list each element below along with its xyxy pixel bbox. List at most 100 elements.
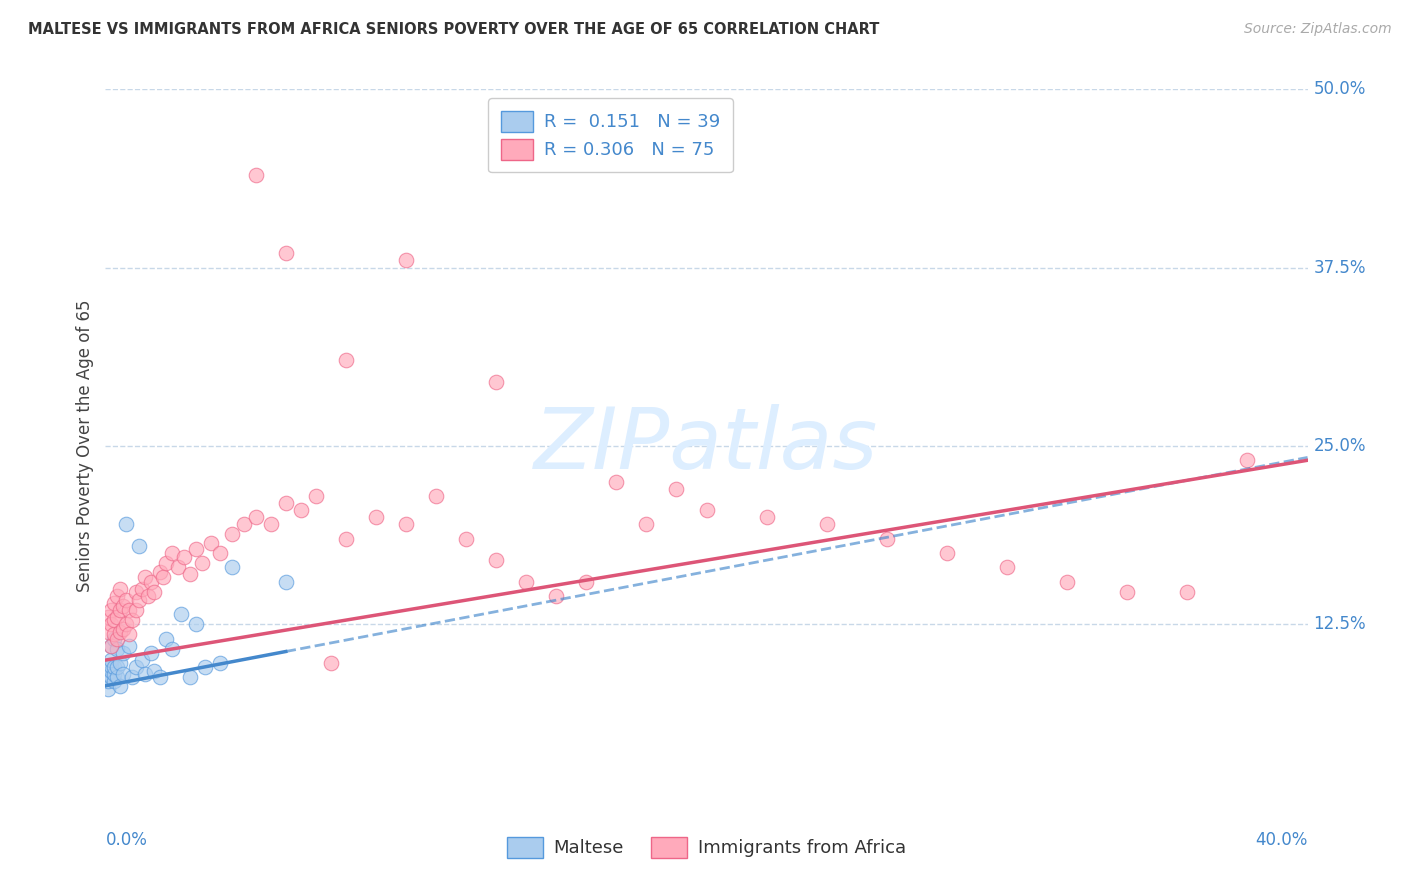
- Text: MALTESE VS IMMIGRANTS FROM AFRICA SENIORS POVERTY OVER THE AGE OF 65 CORRELATION: MALTESE VS IMMIGRANTS FROM AFRICA SENIOR…: [28, 22, 880, 37]
- Point: [100, 670, 122, 684]
- Point: [184, 541, 207, 556]
- Point: [110, 656, 132, 670]
- Point: [112, 622, 135, 636]
- Point: [124, 603, 146, 617]
- Point: [134, 570, 156, 584]
- Point: [115, 517, 138, 532]
- Point: [107, 610, 129, 624]
- Y-axis label: Seniors Poverty Over the Age of 65: Seniors Poverty Over the Age of 65: [76, 300, 94, 592]
- Point: [97, 624, 120, 639]
- Point: [290, 503, 312, 517]
- Point: [121, 670, 143, 684]
- Point: [103, 667, 125, 681]
- Text: 25.0%: 25.0%: [1313, 437, 1367, 455]
- Point: [274, 496, 297, 510]
- Point: [103, 627, 125, 641]
- Point: [173, 550, 195, 565]
- Point: [103, 660, 125, 674]
- Point: [107, 660, 129, 674]
- Point: [136, 589, 159, 603]
- Point: [155, 556, 177, 570]
- Point: [221, 560, 243, 574]
- Text: 12.5%: 12.5%: [1313, 615, 1367, 633]
- Point: [131, 653, 153, 667]
- Point: [110, 679, 132, 693]
- Point: [110, 624, 132, 639]
- Point: [515, 574, 537, 589]
- Point: [665, 482, 688, 496]
- Point: [190, 556, 212, 570]
- Point: [395, 253, 418, 268]
- Point: [112, 599, 135, 613]
- Point: [221, 527, 243, 541]
- Point: [148, 670, 170, 684]
- Point: [118, 639, 141, 653]
- Point: [179, 567, 201, 582]
- Point: [103, 632, 125, 646]
- Point: [142, 584, 165, 599]
- Point: [245, 168, 267, 182]
- Point: [995, 560, 1018, 574]
- Point: [335, 532, 357, 546]
- Point: [194, 660, 217, 674]
- Point: [100, 603, 122, 617]
- Point: [1236, 453, 1258, 467]
- Point: [103, 674, 125, 689]
- Point: [112, 646, 135, 660]
- Point: [184, 617, 207, 632]
- Point: [121, 613, 143, 627]
- Point: [124, 660, 146, 674]
- Point: [148, 565, 170, 579]
- Point: [118, 627, 141, 641]
- Point: [232, 517, 254, 532]
- Point: [107, 589, 129, 603]
- Point: [139, 646, 162, 660]
- Point: [103, 613, 125, 627]
- Point: [103, 596, 125, 610]
- Point: [636, 517, 658, 532]
- Point: [169, 607, 191, 622]
- Point: [335, 353, 357, 368]
- Point: [815, 517, 838, 532]
- Point: [110, 582, 132, 596]
- Legend: Maltese, Immigrants from Africa: Maltese, Immigrants from Africa: [499, 830, 914, 865]
- Point: [100, 665, 122, 679]
- Point: [107, 670, 129, 684]
- Point: [112, 667, 135, 681]
- Point: [274, 574, 297, 589]
- Text: 37.5%: 37.5%: [1313, 259, 1367, 277]
- Point: [118, 603, 141, 617]
- Point: [166, 560, 188, 574]
- Point: [115, 617, 138, 632]
- Point: [115, 593, 138, 607]
- Point: [245, 510, 267, 524]
- Point: [364, 510, 387, 524]
- Point: [139, 574, 162, 589]
- Point: [876, 532, 898, 546]
- Point: [208, 656, 231, 670]
- Point: [454, 532, 477, 546]
- Text: 0.0%: 0.0%: [105, 831, 148, 849]
- Point: [100, 653, 122, 667]
- Point: [97, 610, 120, 624]
- Point: [97, 674, 120, 689]
- Point: [485, 553, 508, 567]
- Point: [200, 536, 222, 550]
- Point: [134, 667, 156, 681]
- Point: [97, 667, 120, 681]
- Point: [425, 489, 447, 503]
- Point: [1116, 584, 1139, 599]
- Point: [1175, 584, 1198, 599]
- Point: [124, 584, 146, 599]
- Point: [100, 617, 122, 632]
- Point: [131, 582, 153, 596]
- Point: [575, 574, 598, 589]
- Point: [936, 546, 959, 560]
- Point: [100, 639, 122, 653]
- Point: [160, 546, 183, 560]
- Point: [395, 517, 418, 532]
- Point: [100, 639, 122, 653]
- Point: [160, 641, 183, 656]
- Point: [546, 589, 568, 603]
- Text: Source: ZipAtlas.com: Source: ZipAtlas.com: [1244, 22, 1392, 37]
